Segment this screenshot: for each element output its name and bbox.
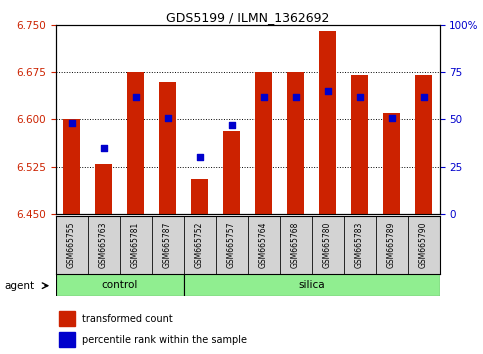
Bar <box>287 72 304 214</box>
Point <box>355 94 363 99</box>
Bar <box>152 216 184 274</box>
Text: agent: agent <box>5 281 35 291</box>
Bar <box>280 216 312 274</box>
Point <box>260 94 268 99</box>
Bar <box>95 164 113 214</box>
Text: GSM665787: GSM665787 <box>163 222 172 268</box>
Point <box>388 115 396 120</box>
Bar <box>319 31 336 214</box>
Text: GSM665790: GSM665790 <box>419 222 428 268</box>
Text: GSM665752: GSM665752 <box>195 222 204 268</box>
Point <box>292 94 299 99</box>
Bar <box>312 216 343 274</box>
Text: silica: silica <box>298 280 325 290</box>
Point <box>132 94 140 99</box>
Bar <box>351 75 369 214</box>
Bar <box>59 312 75 326</box>
Point <box>196 155 203 160</box>
Text: GSM665763: GSM665763 <box>99 222 108 268</box>
Text: transformed count: transformed count <box>83 314 173 324</box>
Bar <box>343 216 376 274</box>
Point <box>324 88 331 94</box>
Bar <box>415 75 432 214</box>
Bar <box>191 179 208 214</box>
Text: GSM665755: GSM665755 <box>67 222 76 268</box>
Text: GSM665764: GSM665764 <box>259 222 268 268</box>
Text: GSM665757: GSM665757 <box>227 222 236 268</box>
Bar <box>184 274 440 296</box>
Bar <box>408 216 440 274</box>
Point <box>99 145 107 151</box>
Bar <box>255 72 272 214</box>
Bar <box>159 81 176 214</box>
Bar <box>56 216 87 274</box>
Bar <box>120 216 152 274</box>
Bar <box>248 216 280 274</box>
Point <box>164 115 171 120</box>
Bar <box>215 216 248 274</box>
Text: GSM665783: GSM665783 <box>355 222 364 268</box>
Text: GSM665768: GSM665768 <box>291 222 300 268</box>
Bar <box>59 332 75 347</box>
Bar <box>127 72 144 214</box>
Point <box>420 94 427 99</box>
Title: GDS5199 / ILMN_1362692: GDS5199 / ILMN_1362692 <box>166 11 329 24</box>
Text: GSM665781: GSM665781 <box>131 222 140 268</box>
Bar <box>56 274 184 296</box>
Text: GSM665789: GSM665789 <box>387 222 396 268</box>
Bar <box>63 120 80 214</box>
Text: control: control <box>101 280 138 290</box>
Point <box>227 122 235 128</box>
Bar <box>87 216 120 274</box>
Bar <box>383 113 400 214</box>
Text: percentile rank within the sample: percentile rank within the sample <box>83 335 247 345</box>
Text: GSM665780: GSM665780 <box>323 222 332 268</box>
Bar <box>223 131 241 214</box>
Point <box>68 120 75 126</box>
Bar <box>376 216 408 274</box>
Bar <box>184 216 215 274</box>
